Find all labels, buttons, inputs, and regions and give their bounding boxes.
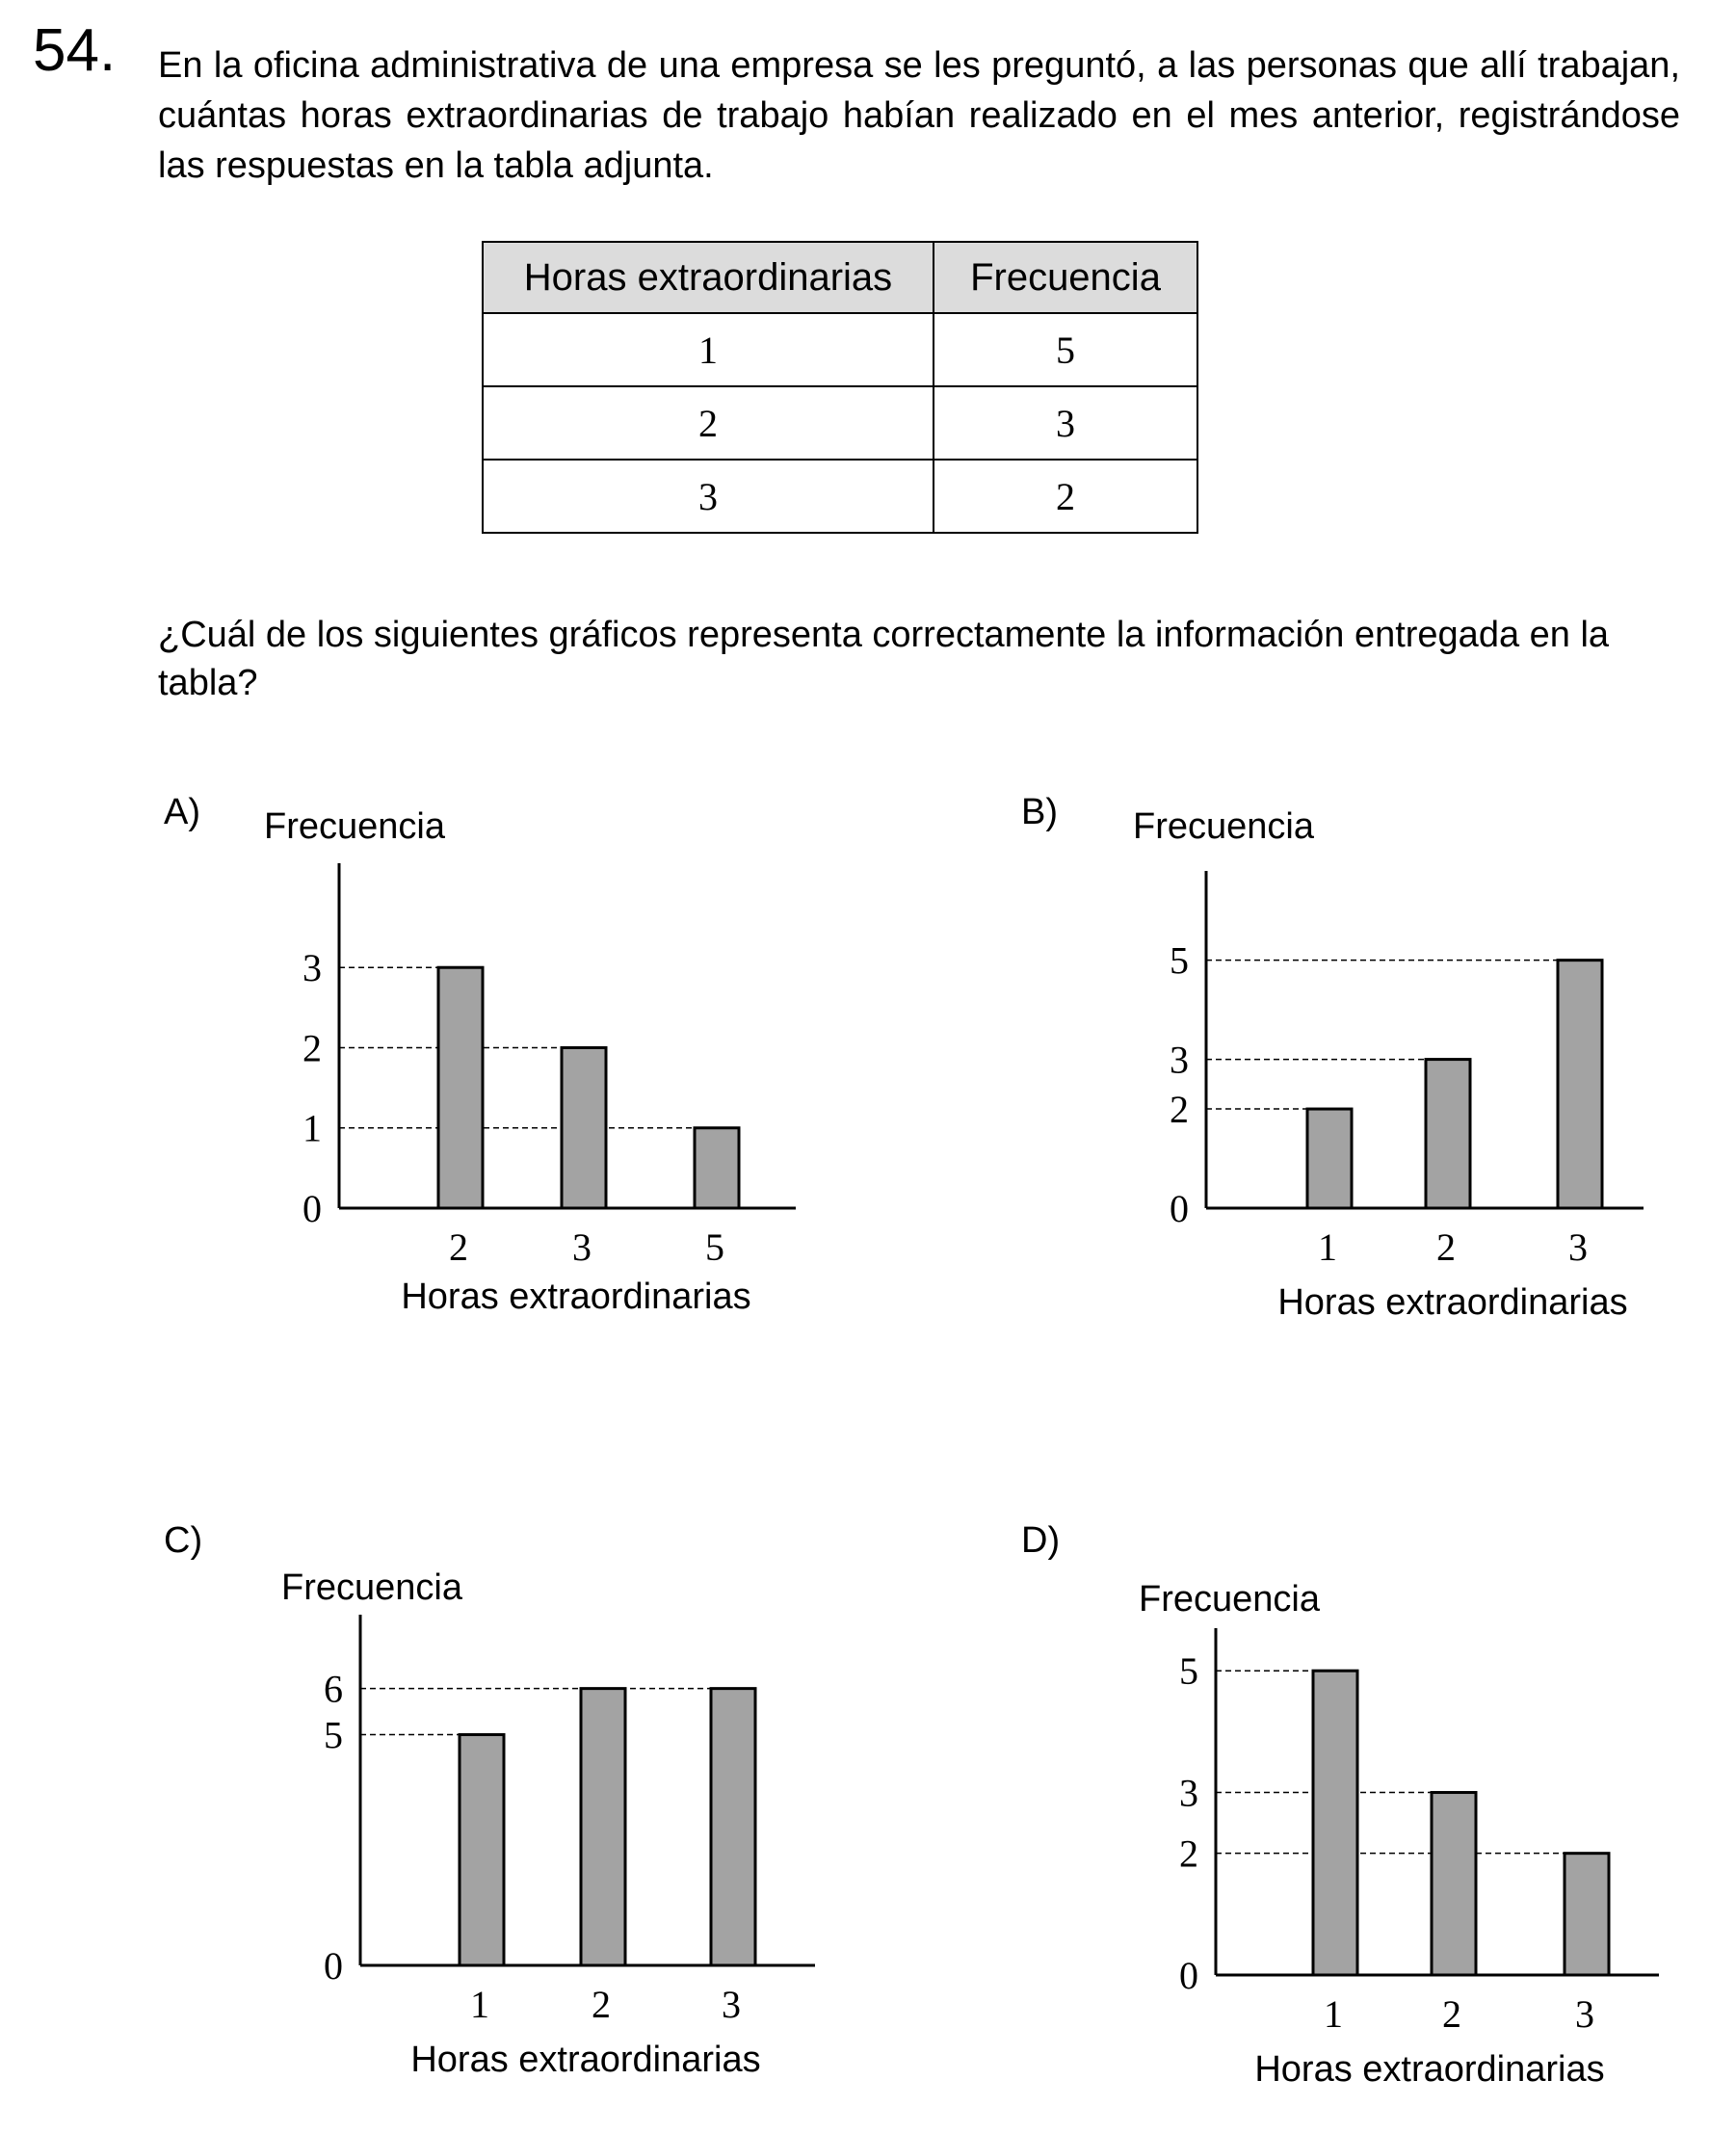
chart-c-bar <box>709 1687 757 1967</box>
frequency-table: Horas extraordinarias Frecuencia 1 5 2 3… <box>482 241 1198 534</box>
chart-b-x-tick-label: 1 <box>1318 1225 1337 1269</box>
chart-b-y-tick-label: 2 <box>1170 1088 1189 1131</box>
table-cell-hours: 1 <box>482 312 934 387</box>
chart-d-y-tick-label: 2 <box>1179 1832 1198 1876</box>
chart-b-y-tick-label: 3 <box>1170 1039 1189 1082</box>
chart-a-y-axis-title: Frecuencia <box>264 806 446 847</box>
chart-a-bar <box>560 1045 608 1210</box>
option-c-label[interactable]: C) <box>164 1520 203 1561</box>
table-cell-frequency: 3 <box>933 385 1198 461</box>
chart-d-bar <box>1311 1669 1359 1977</box>
chart-c-y-tick-label: 5 <box>324 1714 343 1757</box>
chart-a-y-tick-label: 1 <box>302 1107 322 1150</box>
chart-b-bar <box>1424 1058 1472 1210</box>
chart-a-x-tick-label: 2 <box>449 1225 468 1269</box>
chart-c-bar <box>579 1687 627 1967</box>
chart-b-x-tick-label: 3 <box>1568 1225 1588 1269</box>
chart-a-x-axis-title: Horas extraordinarias <box>401 1277 750 1317</box>
chart-b-x-axis-title: Horas extraordinarias <box>1277 1282 1627 1323</box>
table-row: 2 3 <box>482 385 1198 461</box>
chart-c-y-tick-label: 0 <box>324 1944 343 1988</box>
chart-a-x-tick-label: 3 <box>572 1225 592 1269</box>
chart-c-x-tick-label: 2 <box>592 1983 611 2026</box>
chart-b-y-tick-label: 0 <box>1170 1187 1189 1230</box>
chart-d-y-axis-title: Frecuencia <box>1139 1579 1321 1620</box>
chart-c-y-axis-title: Frecuencia <box>281 1567 463 1608</box>
option-a-label[interactable]: A) <box>164 792 200 832</box>
table-cell-frequency: 2 <box>933 459 1198 534</box>
option-d-label[interactable]: D) <box>1021 1520 1061 1561</box>
chart-a-bar <box>693 1126 741 1210</box>
chart-c-x-tick-label: 3 <box>722 1983 741 2026</box>
table-cell-hours: 2 <box>482 385 934 461</box>
chart-b-x-tick-label: 2 <box>1436 1225 1456 1269</box>
chart-a-bar <box>436 965 485 1210</box>
chart-c-x-tick-label: 1 <box>470 1983 489 2026</box>
chart-a-y-tick-label: 2 <box>302 1026 322 1069</box>
chart-a-y-tick-label: 0 <box>302 1187 322 1230</box>
question-prompt: ¿Cuál de los siguientes gráficos represe… <box>158 615 1610 703</box>
chart-b-y-tick-label: 5 <box>1170 939 1189 983</box>
table-row: 3 2 <box>482 459 1198 534</box>
chart-a-y-tick-label: 3 <box>302 946 322 989</box>
chart-c-bar <box>458 1733 506 1967</box>
question-stem: En la oficina administrativa de una empr… <box>158 45 1680 186</box>
table-header-row: Horas extraordinarias Frecuencia <box>482 241 1198 314</box>
table-cell-hours: 3 <box>482 459 934 534</box>
chart-d-x-tick-label: 3 <box>1575 1992 1594 2036</box>
question-number: 54. <box>33 17 117 84</box>
chart-d-y-tick-label: 5 <box>1179 1649 1198 1693</box>
chart-c-y-tick-label: 6 <box>324 1668 343 1711</box>
table-cell-frequency: 5 <box>933 312 1198 387</box>
option-b-label[interactable]: B) <box>1021 792 1058 832</box>
chart-d-y-tick-label: 0 <box>1179 1954 1198 1997</box>
chart-d-y-tick-label: 3 <box>1179 1772 1198 1815</box>
chart-a-x-tick-label: 5 <box>705 1225 724 1269</box>
chart-b-y-axis-title: Frecuencia <box>1133 806 1315 847</box>
chart-b-bar <box>1556 959 1604 1210</box>
chart-d-bar <box>1563 1852 1611 1977</box>
table-row: 1 5 <box>482 312 1198 387</box>
table-header-hours: Horas extraordinarias <box>482 241 934 314</box>
chart-c-x-axis-title: Horas extraordinarias <box>410 2040 760 2080</box>
chart-d-x-axis-title: Horas extraordinarias <box>1254 2049 1604 2090</box>
chart-d-x-tick-label: 1 <box>1324 1992 1343 2036</box>
table-header-frequency: Frecuencia <box>933 241 1198 314</box>
chart-d-bar <box>1430 1791 1478 1977</box>
chart-b-bar <box>1305 1107 1354 1210</box>
chart-d-x-tick-label: 2 <box>1442 1992 1461 2036</box>
